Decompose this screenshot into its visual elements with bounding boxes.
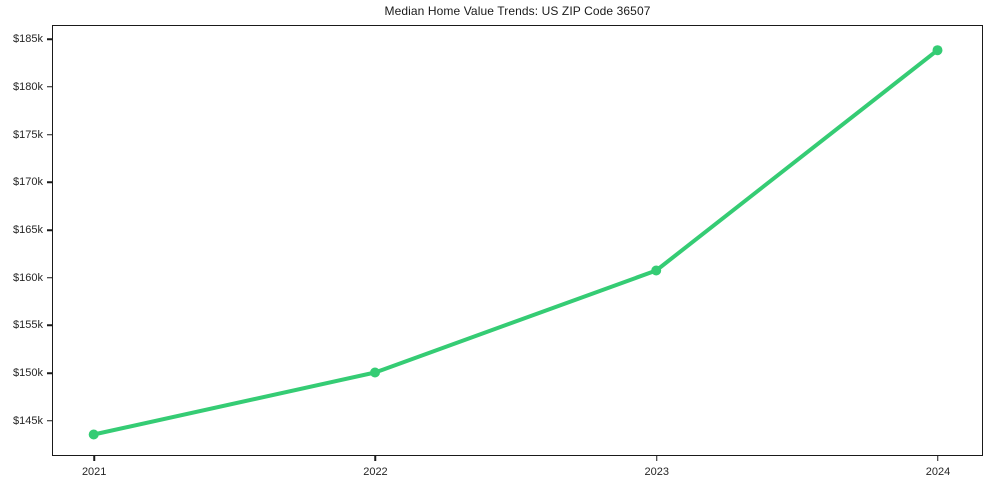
y-tick-mark (47, 181, 52, 184)
plot-area (52, 25, 983, 456)
y-tick-label: $150k (13, 367, 43, 380)
y-tick-mark (47, 38, 52, 41)
x-tick-mark (374, 456, 377, 461)
x-tick-label: 2023 (644, 466, 669, 478)
y-tick-mark (47, 419, 52, 422)
y-tick-label: $155k (13, 319, 43, 332)
y-tick-label: $180k (13, 80, 43, 93)
y-tick-mark (47, 324, 52, 327)
y-tick-label: $170k (13, 176, 43, 189)
trend-line (91, 48, 940, 437)
x-tick-label: 2022 (363, 466, 388, 478)
y-tick-label: $160k (13, 271, 43, 284)
y-tick-label: $165k (13, 224, 43, 236)
y-tick-label: $185k (13, 33, 43, 46)
chart-title: Median Home Value Trends: US ZIP Code 36… (384, 4, 651, 18)
y-tick-mark (47, 229, 52, 231)
data-point-marker (932, 45, 943, 56)
x-tick-label: 2021 (81, 466, 107, 478)
data-point-marker (651, 265, 662, 276)
y-tick-mark (47, 276, 52, 279)
y-tick-mark (47, 86, 52, 88)
data-point-marker (370, 367, 380, 378)
line-chart-svg (88, 45, 943, 440)
data-point-marker (88, 429, 99, 440)
x-tick-label: 2024 (925, 466, 951, 478)
y-tick-label: $145k (13, 414, 43, 427)
x-tick-mark (655, 456, 658, 461)
y-tick-mark (47, 133, 52, 136)
x-tick-mark (93, 456, 95, 461)
y-tick-label: $175k (13, 128, 43, 141)
x-tick-mark (937, 456, 939, 461)
y-tick-mark (47, 372, 52, 374)
